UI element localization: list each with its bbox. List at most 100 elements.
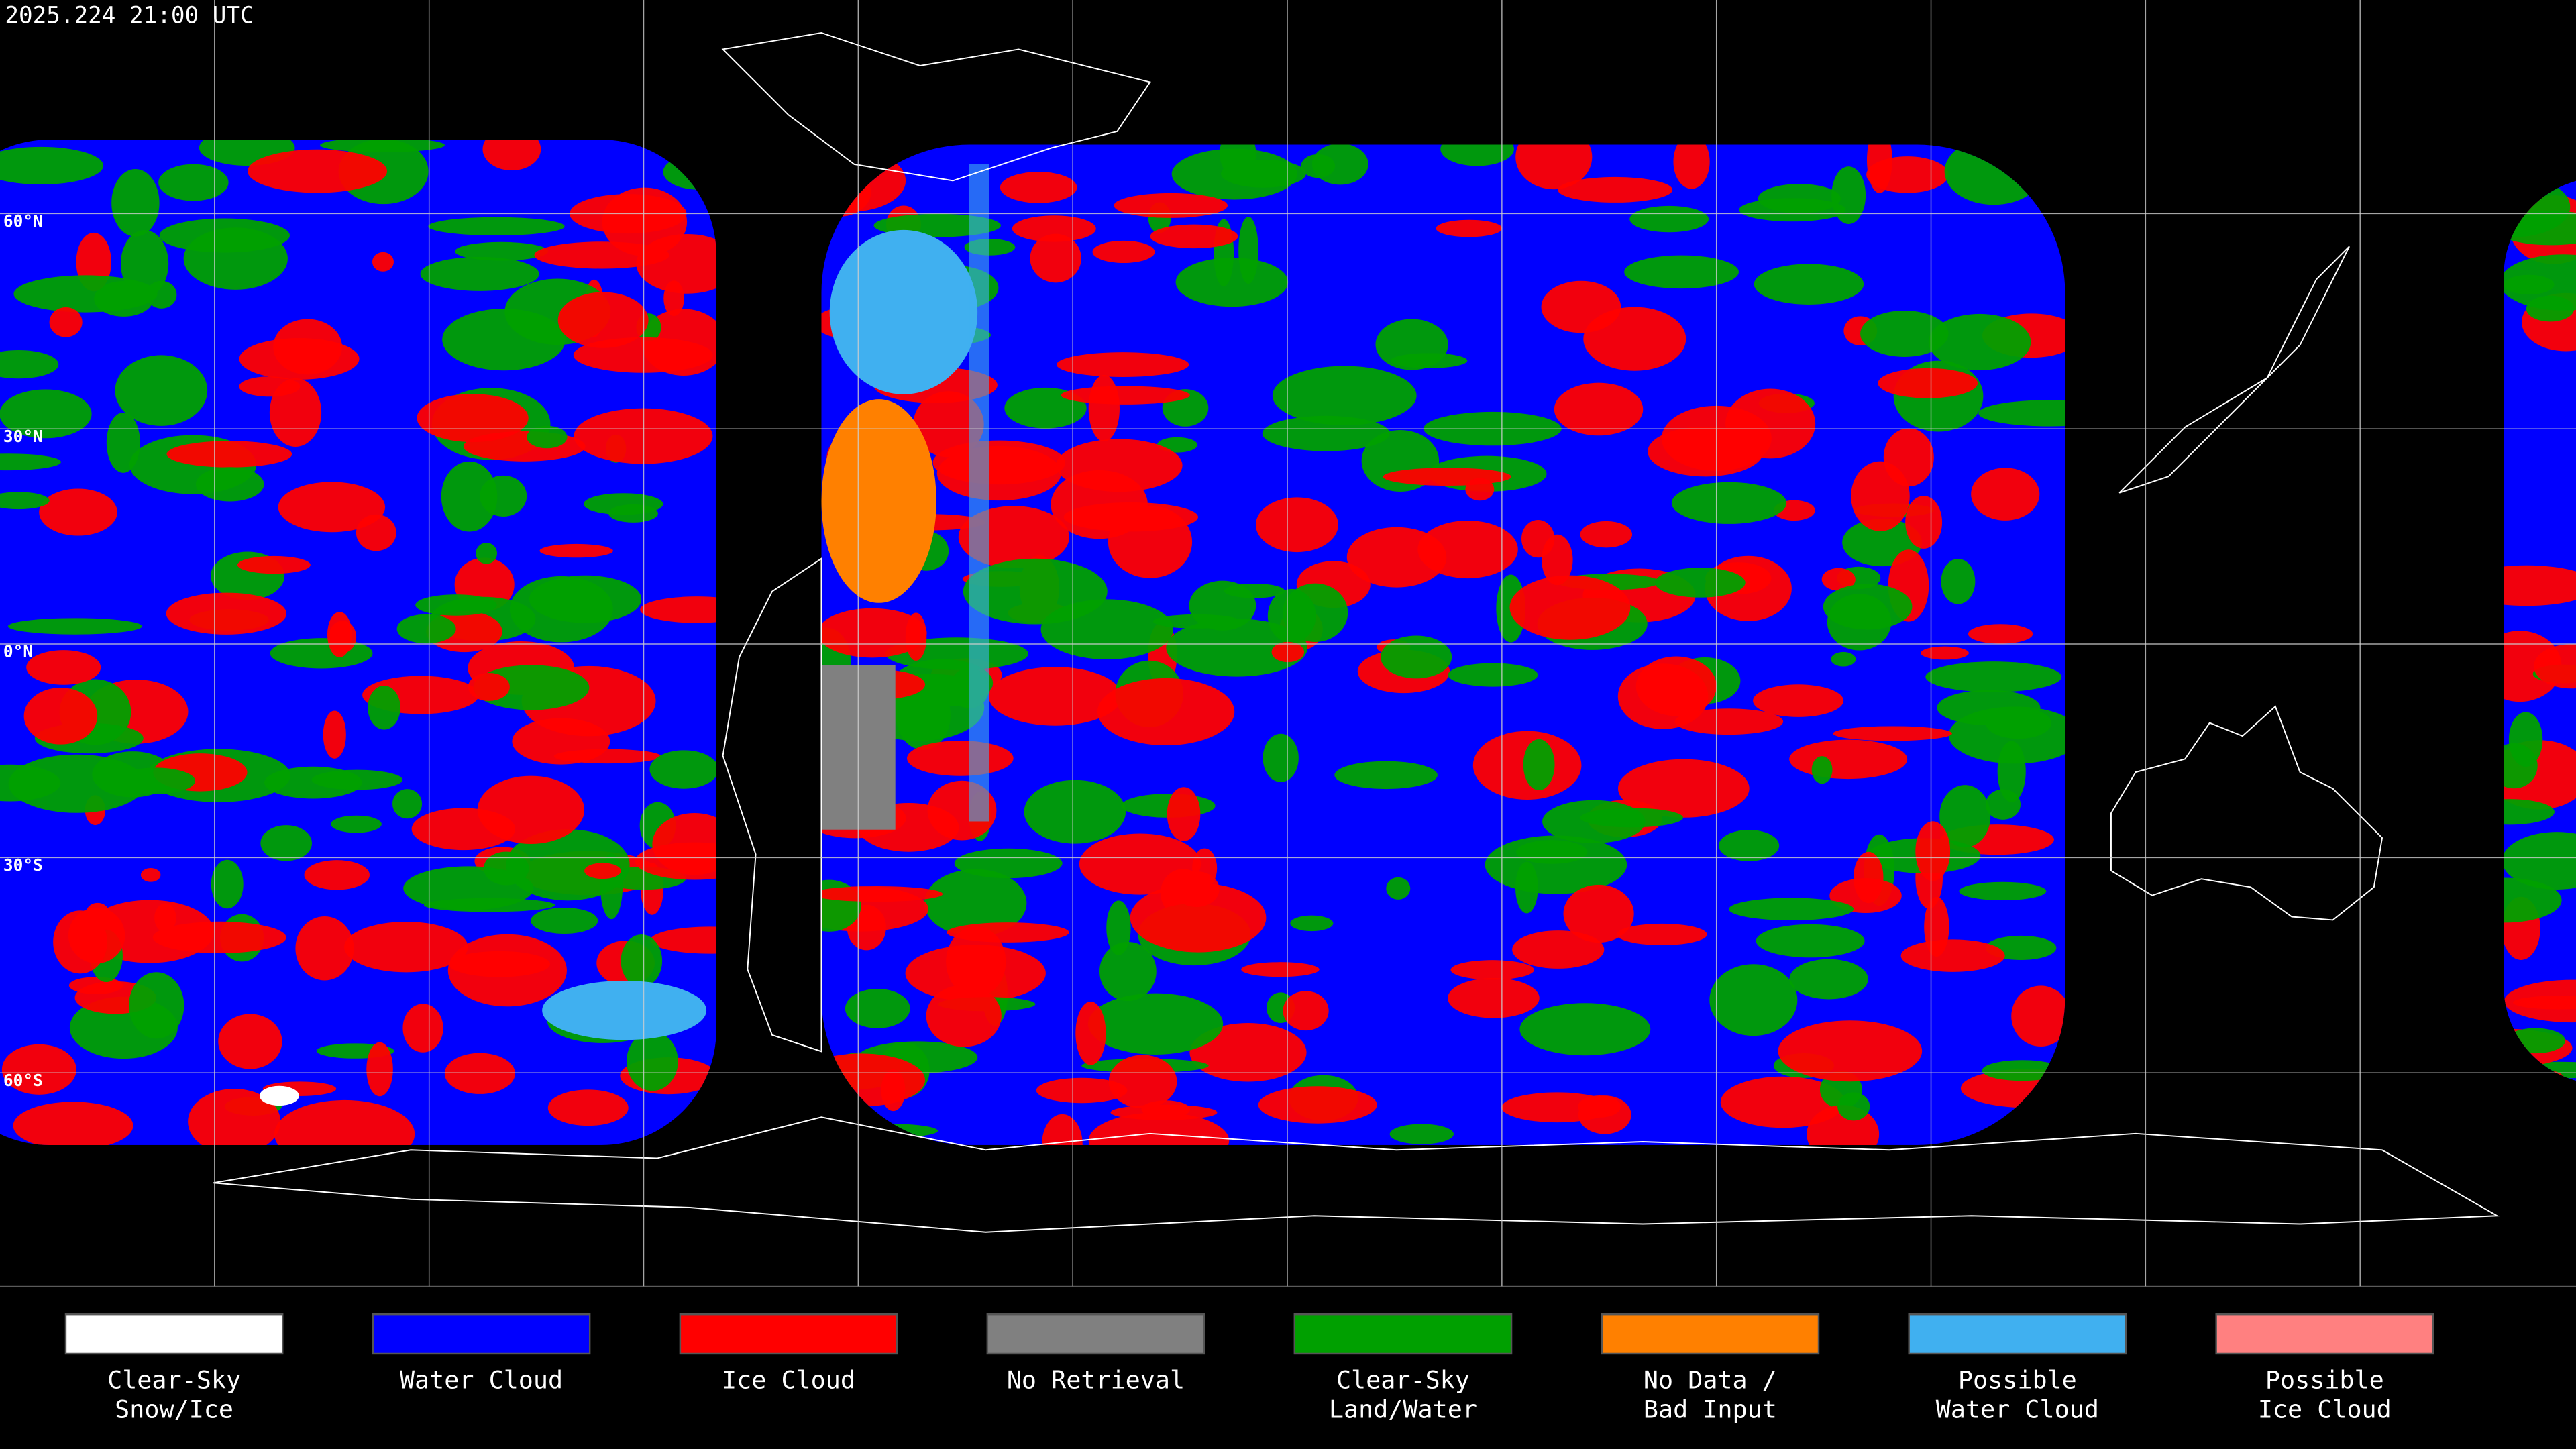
cloud-patch (2534, 644, 2576, 689)
cloud-patch (1635, 656, 1717, 716)
cloud-patch (1558, 176, 1673, 203)
cloud-patch (1108, 1055, 1177, 1109)
satellite-data (0, 140, 2576, 1145)
cloud-patch (403, 866, 534, 910)
cloud-patch (1282, 583, 1348, 642)
cloud-patch (320, 140, 445, 152)
cloud-patch (428, 217, 565, 236)
legend-item: No Data /Bad Input (1601, 1313, 1820, 1424)
cloud-patch (68, 977, 123, 994)
cloud-patch (1671, 482, 1787, 524)
cloud-patch (7, 618, 142, 635)
legend-swatch (679, 1313, 898, 1355)
cloud-patch (640, 596, 716, 623)
legend-label: No Data / (1644, 1365, 1777, 1394)
legend-item: Ice Cloud (679, 1313, 898, 1394)
cloud-patch (0, 146, 104, 184)
cloud-patch (531, 907, 598, 934)
cloud-patch (166, 592, 286, 635)
cloud-patch (626, 1031, 678, 1091)
cloud-patch (547, 1089, 629, 1126)
legend-swatch (1601, 1313, 1820, 1355)
cloud-patch (584, 863, 621, 879)
cloud-patch (477, 775, 585, 844)
cloud-patch (1971, 468, 2040, 521)
cloud-patch (527, 425, 568, 449)
legend-label: Water Cloud (400, 1365, 563, 1394)
cloud-patch (237, 555, 311, 574)
cloud-patch (0, 492, 50, 510)
bad-input-strip (969, 164, 989, 822)
cloud-patch (1440, 144, 1514, 166)
cloud-patch (1389, 1124, 1454, 1144)
cloud-patch (988, 667, 1122, 726)
legend-swatch (64, 1313, 284, 1355)
legend-label: No Retrieval (1007, 1365, 1185, 1394)
cloud-patch (1831, 651, 1856, 667)
cloud-patch (1061, 386, 1190, 405)
coastlines (213, 32, 2500, 1233)
cloud-patch (1878, 368, 1978, 398)
cloud-patch (1997, 741, 2026, 802)
cloud-patch (248, 149, 388, 193)
cloud-patch (1448, 663, 1538, 687)
cloud-patch (924, 869, 1027, 937)
coastline (2110, 705, 2383, 921)
legend-swatch (986, 1313, 1205, 1355)
cloud-patch (304, 860, 370, 890)
cloud-patch (1024, 780, 1126, 844)
cloud-patch (158, 164, 229, 201)
cloud-patch (650, 926, 716, 954)
cloud-patch (539, 543, 613, 558)
cloud-patch (8, 754, 146, 813)
cloud-patch (1754, 264, 1864, 305)
legend-label: Ice Cloud (2258, 1395, 2392, 1424)
cloud-patch (1939, 785, 1991, 848)
cloud-patch (195, 467, 264, 502)
cloud-patch (1563, 884, 1634, 943)
cloud-patch (1756, 924, 1865, 958)
cloud-patch (344, 921, 468, 973)
cloud-patch (1837, 1092, 1870, 1121)
cloud-patch (1921, 646, 1969, 660)
cloud-patch (448, 951, 551, 977)
cloud-patch (1220, 144, 1256, 178)
cloud-patch (152, 921, 286, 954)
cloud-patch (1241, 962, 1320, 977)
cloud-patch (39, 488, 117, 536)
cloud-patch (1554, 382, 1644, 436)
cloud-patch (936, 445, 1061, 501)
cloud-patch (1915, 821, 1951, 881)
cloud-patch (649, 750, 716, 789)
cloud-patch (1390, 353, 1468, 368)
snow-area (259, 1085, 299, 1106)
cloud-patch (1821, 568, 1856, 591)
cloud-patch (926, 985, 1002, 1047)
cloud-patch (0, 350, 59, 379)
cloud-patch (1283, 991, 1329, 1031)
cloud-patch (629, 208, 684, 225)
cloud-patch (13, 275, 158, 313)
cloud-patch (1515, 144, 1593, 190)
cloud-patch (1057, 352, 1189, 378)
cloud-patch (1263, 733, 1299, 782)
cloud-patch (1108, 506, 1193, 578)
cloud-patch (1789, 739, 1908, 780)
cloud-patch (1924, 896, 1949, 957)
cloud-patch (154, 903, 176, 932)
cloud-patch (1130, 883, 1267, 953)
cloud-patch (26, 650, 101, 685)
latitude-label: 60°N (3, 211, 43, 231)
cloud-patch (821, 886, 943, 902)
cloud-patch (2504, 743, 2538, 789)
cloud-patch (1256, 497, 1338, 553)
cloud-patch (402, 1004, 443, 1053)
cloud-patch (0, 453, 61, 471)
cloud-patch (1905, 496, 1943, 549)
cloud-patch (954, 848, 1063, 879)
cloud-patch (1624, 255, 1739, 289)
cloud-patch (1110, 1104, 1218, 1120)
cloud-patch (1097, 678, 1235, 746)
